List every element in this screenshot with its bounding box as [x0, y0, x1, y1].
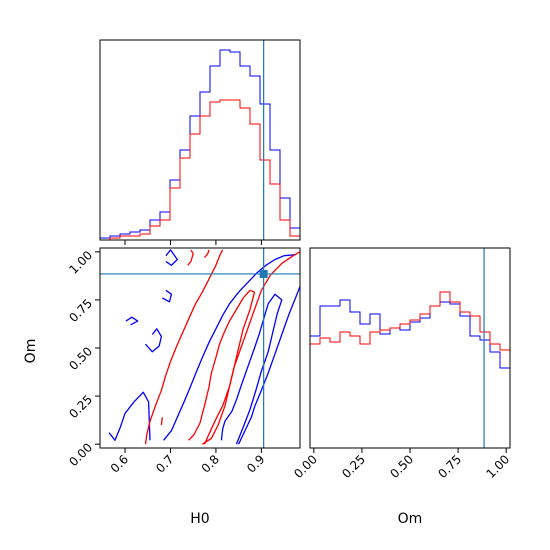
om-hist-series-red — [309, 291, 511, 448]
contour-xtick-label: 0.8 — [199, 452, 222, 475]
contour-ytick-label: 0.25 — [66, 392, 95, 421]
contour-red-outer — [203, 251, 300, 445]
contour-red-outer — [144, 249, 224, 445]
h0-hist-series-blue — [99, 49, 301, 240]
contour-ytick-label: 0.00 — [66, 440, 95, 469]
contour-blue-outer — [163, 254, 296, 441]
om-hist-xtick-label: 0.25 — [339, 452, 368, 481]
contour-xtick-label: 0.9 — [244, 452, 267, 475]
om-histogram-panel: 0.00 0.25 0.50 0.75 1.00 — [291, 247, 512, 481]
contour-ytick-label: 1.00 — [66, 248, 95, 277]
contour-xtick-label: 0.7 — [153, 452, 176, 475]
h0-histogram-panel — [99, 39, 301, 245]
contour-blue-inner — [220, 293, 283, 445]
h0-hist-frame — [99, 39, 301, 241]
contour-red-outer — [187, 249, 194, 266]
contour-blue-outer — [145, 328, 163, 353]
om-hist-xtick-label: 0.00 — [291, 452, 320, 481]
contour-frame — [99, 247, 301, 449]
contour-red-outer — [204, 249, 210, 259]
om-hist-xtick-label: 0.75 — [435, 452, 464, 481]
x-axis-label-om: Om — [398, 511, 423, 527]
contour-xtick-label: 0.6 — [108, 452, 131, 475]
contour-ytick-label: 0.75 — [66, 296, 95, 325]
om-hist-frame — [309, 247, 511, 449]
contour-red-inner — [188, 289, 256, 445]
y-axis-label-om: Om — [23, 339, 39, 364]
om-hist-xtick-label: 0.50 — [387, 452, 416, 481]
h0-om-contour-panel: 0.6 0.7 0.8 0.9 0.00 0.25 0.50 0.75 1.00 — [66, 247, 301, 476]
contour-lines — [108, 249, 300, 445]
x-axis-label-h0: H0 — [190, 511, 209, 527]
contour-blue-outer — [108, 391, 151, 441]
contour-ytick-label: 0.50 — [66, 344, 95, 373]
contour-red-outer — [160, 417, 163, 425]
om-hist-xtick-label: 1.00 — [483, 452, 512, 481]
contour-blue-outer — [125, 316, 139, 326]
contour-blue-outer — [238, 286, 300, 445]
contour-blue-outer — [161, 289, 173, 303]
contour-blue-outer — [165, 249, 178, 266]
truth-marker — [259, 269, 268, 278]
h0-hist-series-red — [100, 99, 301, 241]
